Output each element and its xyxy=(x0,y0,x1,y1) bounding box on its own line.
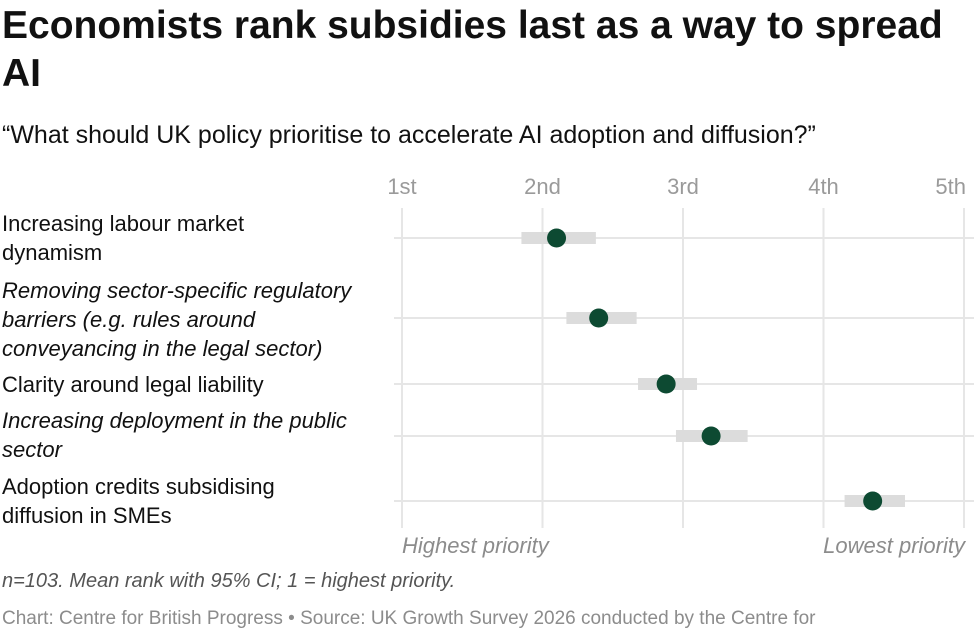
category-label: Increasing labour market dynamism xyxy=(2,211,244,265)
x-tick-label: 1st xyxy=(387,174,416,199)
mean-point xyxy=(656,374,676,394)
category-label-line: Adoption credits subsidising xyxy=(2,474,275,499)
chart-note: n=103. Mean rank with 95% CI; 1 = highes… xyxy=(2,570,456,592)
chart-subtitle: “What should UK policy prioritise to acc… xyxy=(2,121,816,149)
category-label-line: barriers (e.g. rules around xyxy=(2,307,256,332)
category-label-line: Increasing labour market xyxy=(2,211,244,236)
x-tick-label: 5th xyxy=(935,174,966,199)
chart-title: Economists rank subsidies last as a way … xyxy=(2,4,943,95)
x-tick-label: 4th xyxy=(808,174,839,199)
mean-point xyxy=(589,308,609,328)
category-label-line: sector xyxy=(2,437,64,462)
category-label-line: Increasing deployment in the public xyxy=(2,408,347,433)
x-tick-label: 2nd xyxy=(524,174,561,199)
mean-point xyxy=(547,228,567,248)
x-tick-label: 3rd xyxy=(667,174,699,199)
chart-source: Chart: Centre for British Progress • Sou… xyxy=(2,608,816,629)
x-axis-right-label: Lowest priority xyxy=(823,533,967,558)
category-label: Clarity around legal liability xyxy=(2,372,264,397)
category-label-line: Removing sector-specific regulatory xyxy=(2,278,353,303)
category-label: Adoption credits subsidising diffusion in… xyxy=(2,474,275,528)
category-label-line: Clarity around legal liability xyxy=(2,372,264,397)
category-label: Removing sector-specific regulatory barri… xyxy=(2,278,353,361)
category-label: Increasing deployment in the public secto… xyxy=(2,408,347,462)
mean-point xyxy=(701,426,721,446)
mean-point xyxy=(863,491,883,511)
category-label-line: dynamism xyxy=(2,240,102,265)
category-label-line: conveyancing in the legal sector) xyxy=(2,336,322,361)
category-label-line: diffusion in SMEs xyxy=(2,503,172,528)
x-axis-left-label: Highest priority xyxy=(402,533,551,558)
